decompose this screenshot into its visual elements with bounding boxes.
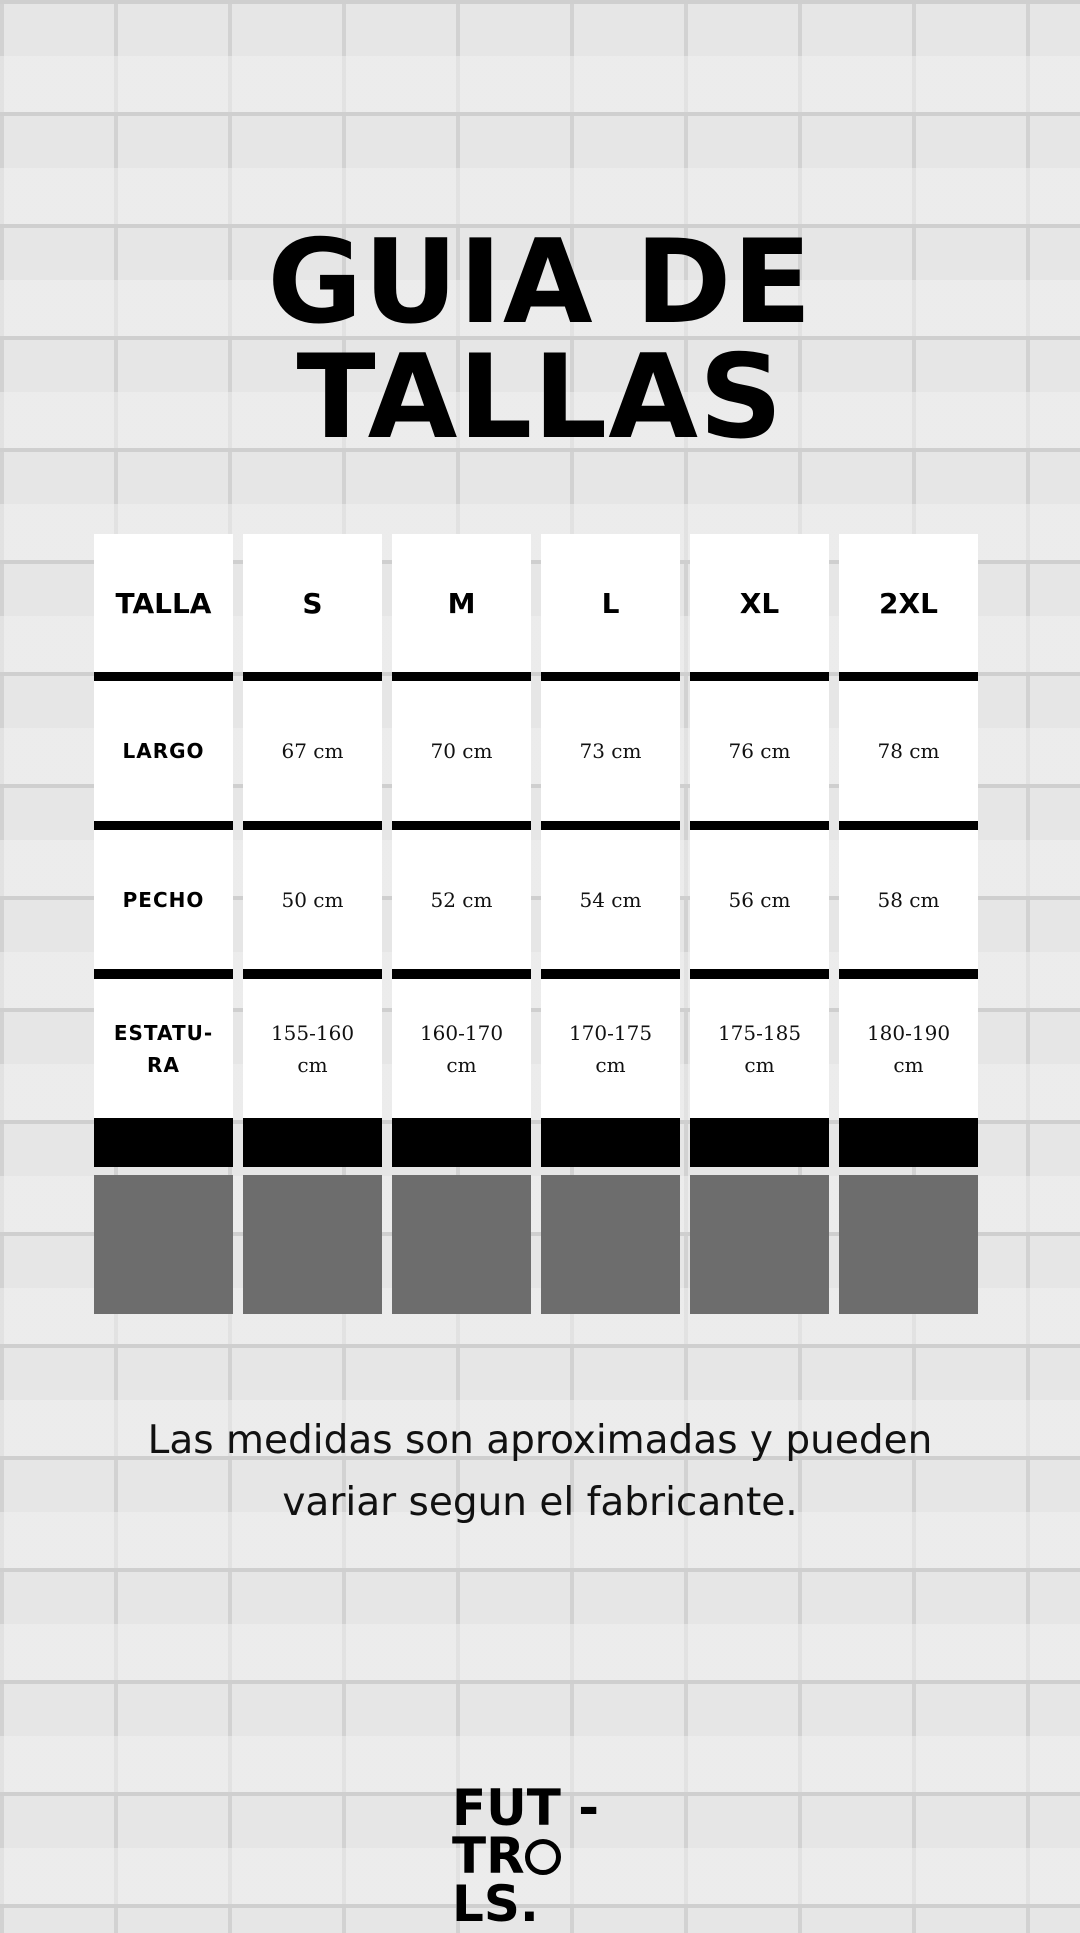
- row-divider: [690, 821, 829, 830]
- table-cell: 155-160 cm: [243, 979, 382, 1118]
- row-divider: [839, 969, 978, 979]
- table-cell: 58 cm: [839, 830, 978, 969]
- row-divider: [541, 1118, 680, 1167]
- row-divider: [94, 1118, 233, 1167]
- gray-block: [392, 1175, 531, 1314]
- cell-text: S: [302, 586, 323, 620]
- gray-block: [839, 1175, 978, 1314]
- table-cell: 52 cm: [392, 830, 531, 969]
- row-divider: [243, 672, 382, 681]
- gray-block: [243, 1175, 382, 1314]
- row-divider: [690, 672, 829, 681]
- row-divider: [690, 969, 829, 979]
- gray-block: [94, 1175, 233, 1314]
- table-cell: LARGO: [94, 681, 233, 821]
- cell-text: 70 cm: [430, 739, 493, 763]
- row-divider: [839, 821, 978, 830]
- row-divider: [392, 969, 531, 979]
- table-cell: 67 cm: [243, 681, 382, 821]
- cell-text: XL: [739, 586, 780, 620]
- table-cell: 76 cm: [690, 681, 829, 821]
- row-divider: [392, 672, 531, 681]
- cell-text: 50 cm: [281, 887, 344, 912]
- cell-text: 56 cm: [728, 887, 791, 912]
- table-cell: 175-185 cm: [690, 979, 829, 1118]
- row-divider: [94, 821, 233, 830]
- row-divider: [839, 672, 978, 681]
- row-divider: [541, 969, 680, 979]
- row-divider: [392, 1118, 531, 1167]
- row-divider: [94, 672, 233, 681]
- cell-text: 73 cm: [579, 739, 642, 763]
- table-cell: 56 cm: [690, 830, 829, 969]
- cell-text: 78 cm: [877, 739, 940, 763]
- table-cell: 54 cm: [541, 830, 680, 969]
- table-cell: 78 cm: [839, 681, 978, 821]
- logo-line2b: LS.: [452, 1875, 539, 1933]
- table-cell: 50 cm: [243, 830, 382, 969]
- header-cell: XL: [690, 534, 829, 672]
- gray-block: [690, 1175, 829, 1314]
- table-cell: 180-190 cm: [839, 979, 978, 1118]
- futtrols-logo: FUT - TRLS.: [452, 1779, 632, 1929]
- row-divider: [690, 1118, 829, 1167]
- cell-text: 76 cm: [728, 739, 791, 763]
- row-divider: [243, 1118, 382, 1167]
- cell-text: M: [447, 586, 476, 620]
- table-cell: 73 cm: [541, 681, 680, 821]
- header-cell: M: [392, 534, 531, 672]
- cell-text: TALLA: [115, 586, 212, 620]
- soccer-ball-icon: [524, 1839, 561, 1875]
- logo-line2a: TR: [452, 1827, 525, 1885]
- cell-text: 58 cm: [877, 887, 940, 912]
- row-divider: [243, 821, 382, 830]
- cell-text: 175-185 cm: [717, 1020, 802, 1077]
- row-divider: [839, 1118, 978, 1167]
- row-divider: [392, 821, 531, 830]
- cell-text: PECHO: [122, 887, 205, 912]
- cell-text: 67 cm: [281, 739, 344, 763]
- cell-text: 52 cm: [430, 887, 493, 912]
- cell-text: 155-160 cm: [270, 1020, 355, 1077]
- cell-text: 2XL: [879, 586, 938, 620]
- header-cell: TALLA: [94, 534, 233, 672]
- logo-line1: FUT -: [452, 1779, 600, 1837]
- table-cell: 170-175 cm: [541, 979, 680, 1118]
- header-cell: L: [541, 534, 680, 672]
- cell-text: L: [601, 586, 620, 620]
- gray-block: [541, 1175, 680, 1314]
- page-title-line2: TALLAS: [296, 330, 784, 465]
- table-cell: 160-170 cm: [392, 979, 531, 1118]
- table-cell: 70 cm: [392, 681, 531, 821]
- cell-text: 160-170 cm: [419, 1020, 504, 1077]
- row-divider: [541, 672, 680, 681]
- cell-text: LARGO: [122, 739, 205, 763]
- cell-text: 180-190 cm: [866, 1020, 951, 1077]
- header-cell: S: [243, 534, 382, 672]
- page-title-line1: GUIA DE: [267, 215, 813, 350]
- row-divider: [541, 821, 680, 830]
- disclaimer-note: Las medidas son aproximadas y pueden var…: [147, 1418, 933, 1525]
- cell-text: ESTATU- RA: [113, 1020, 214, 1077]
- cell-text: 54 cm: [579, 887, 642, 912]
- row-divider: [94, 969, 233, 979]
- table-cell: ESTATU- RA: [94, 979, 233, 1118]
- header-cell: 2XL: [839, 534, 978, 672]
- row-divider: [243, 969, 382, 979]
- cell-text: 170-175 cm: [568, 1020, 653, 1077]
- table-cell: PECHO: [94, 830, 233, 969]
